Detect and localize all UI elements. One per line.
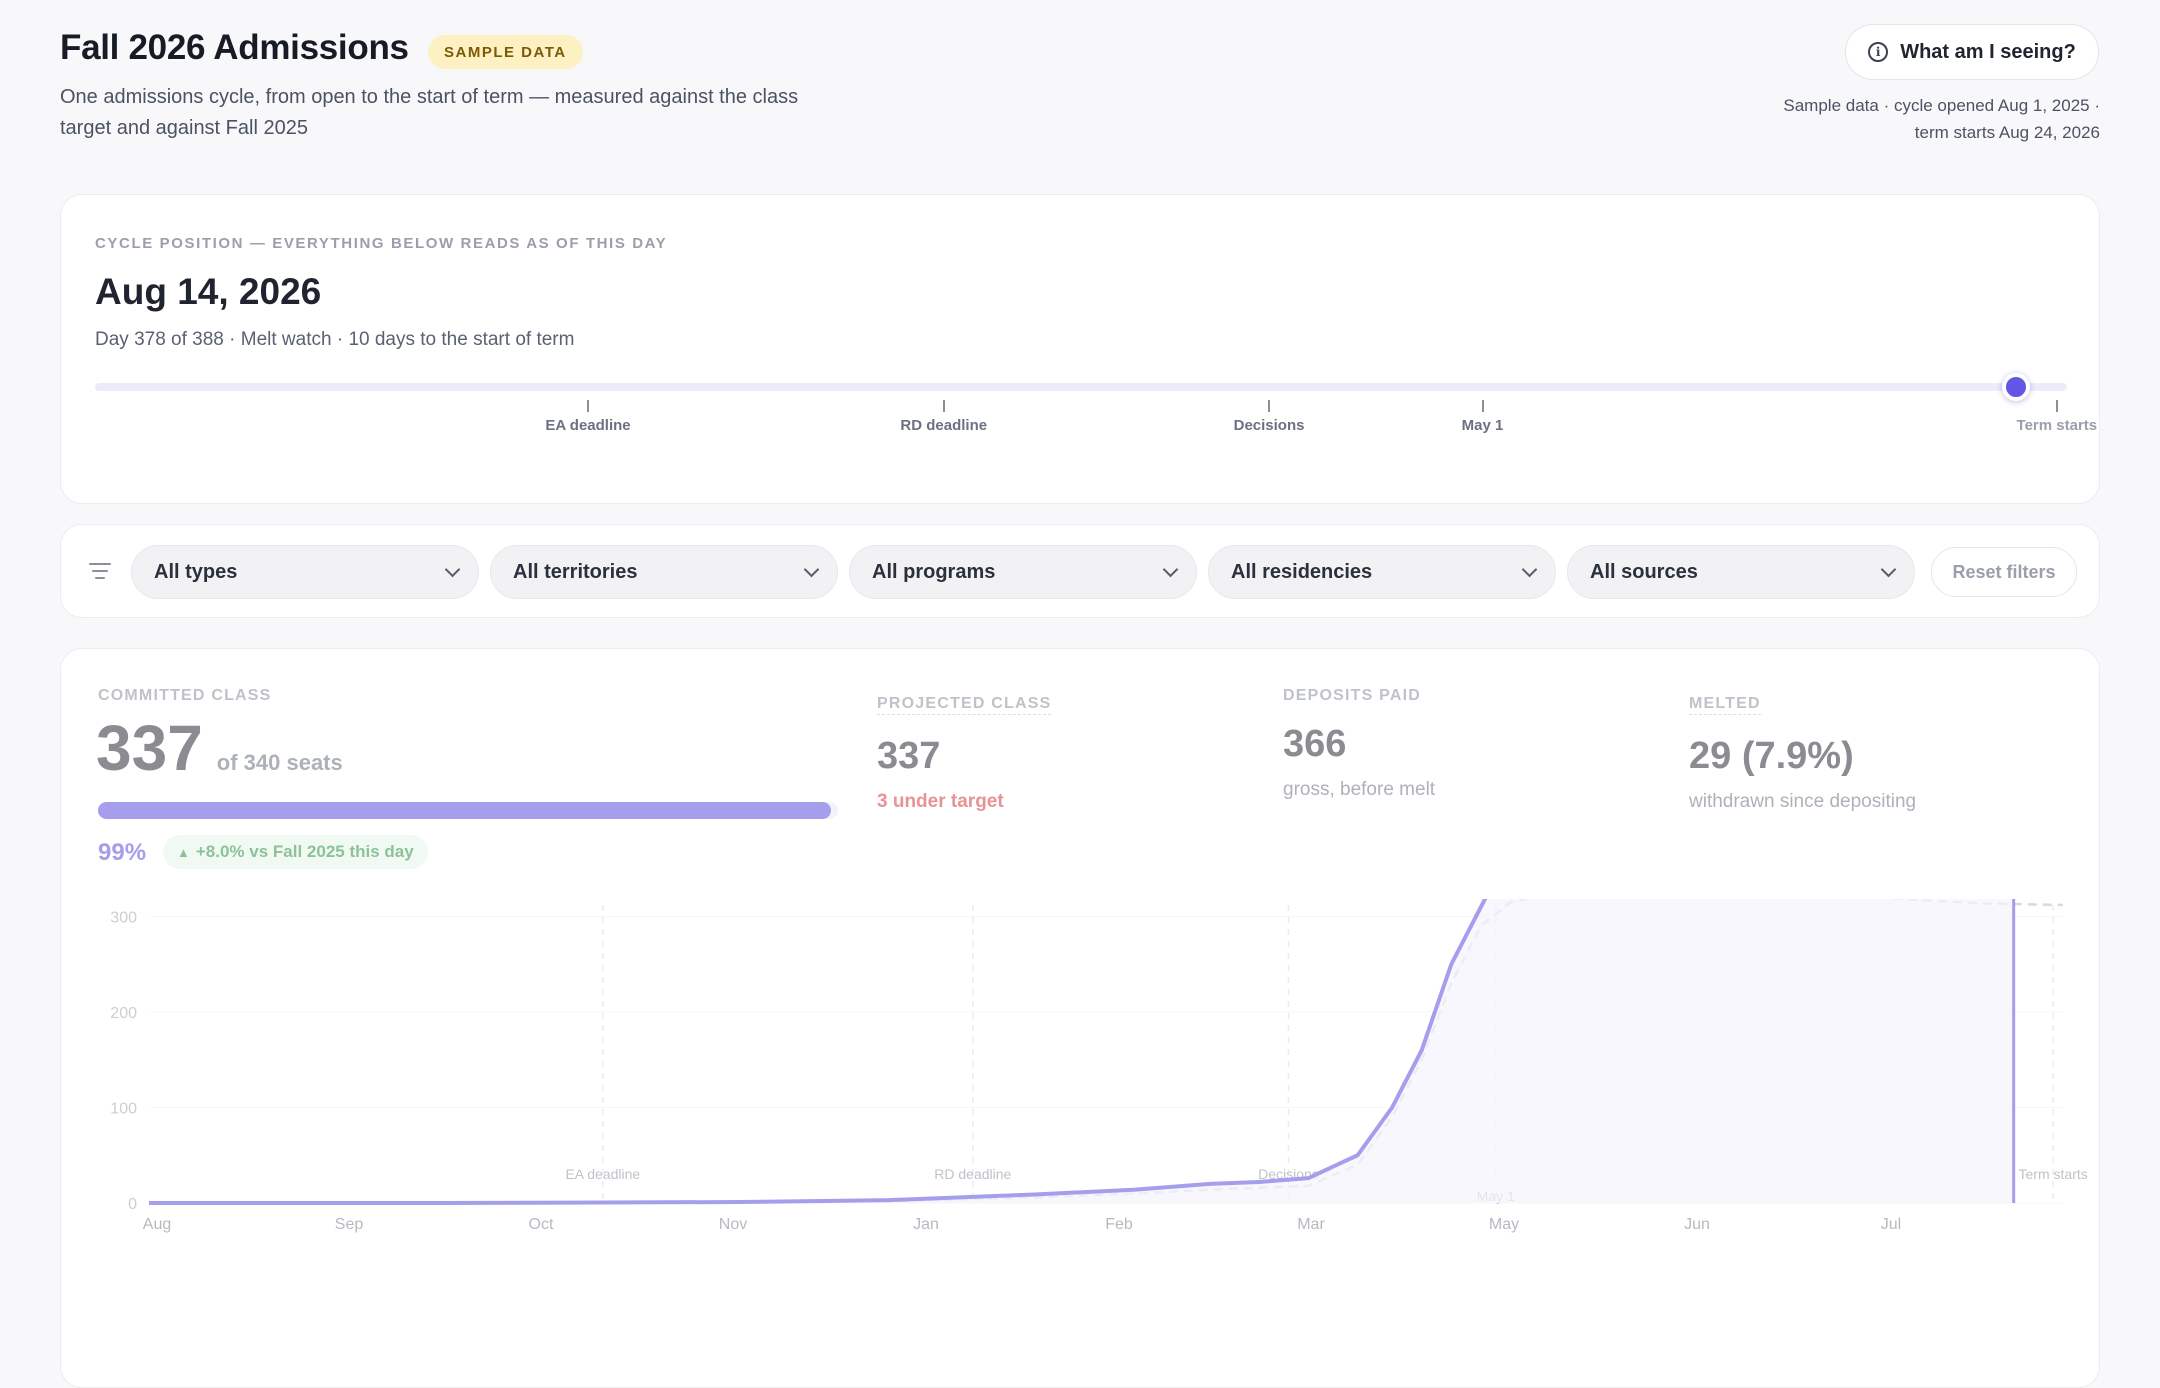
milestone-tick bbox=[587, 400, 589, 412]
class-summary-card: COMMITTED CLASS 337 of 340 seats 99% ▲ +… bbox=[60, 648, 2100, 1388]
y-tick-label: 200 bbox=[110, 1005, 137, 1022]
cycle-slider-handle[interactable] bbox=[2002, 373, 2031, 401]
committed-percent: 99% bbox=[98, 839, 147, 866]
committed-progress-fill bbox=[98, 802, 831, 819]
committed-class-label: COMMITTED CLASS bbox=[98, 687, 272, 704]
help-button-label: What am I seeing? bbox=[1900, 40, 2076, 63]
program-filter-value: All programs bbox=[872, 560, 996, 583]
yoy-delta-badge: ▲ +8.0% vs Fall 2025 this day bbox=[163, 835, 428, 869]
committed-class-chart: 0100200300400AugSepOctNovJanFebMarMayJun… bbox=[110, 899, 2088, 1233]
y-tick-label: 300 bbox=[110, 910, 137, 927]
deposits-paid-label: DEPOSITS PAID bbox=[1283, 687, 1421, 704]
source-filter-value: All sources bbox=[1590, 560, 1698, 583]
chevron-down-icon bbox=[1880, 561, 1897, 578]
series-line-fall-2026 bbox=[149, 899, 1488, 1205]
projected-class-label[interactable]: PROJECTED CLASS bbox=[877, 695, 1052, 715]
x-tick-label: Mar bbox=[1297, 1216, 1325, 1233]
projected-class-kpi: PROJECTED CLASS bbox=[877, 695, 1052, 715]
committed-class-value-row: 337 of 340 seats bbox=[96, 711, 343, 785]
melted-label[interactable]: MELTED bbox=[1689, 695, 1761, 715]
committed-class-seats: of 340 seats bbox=[216, 750, 343, 775]
page-subtitle: One admissions cycle, from open to the s… bbox=[60, 86, 799, 139]
y-tick-label: 0 bbox=[128, 1196, 137, 1213]
meta-line-1: Sample data · cycle opened Aug 1, 2025 · bbox=[1783, 96, 2100, 115]
residency-filter-value: All residencies bbox=[1231, 560, 1373, 583]
cycle-position-card: CYCLE POSITION — EVERYTHING BELOW READS … bbox=[60, 194, 2100, 504]
source-filter-select[interactable]: All sources bbox=[1567, 545, 1915, 599]
milestone-label: RD deadline bbox=[900, 417, 988, 434]
x-tick-label: Feb bbox=[1105, 1216, 1133, 1233]
milestone-label: May 1 bbox=[1461, 417, 1504, 434]
filter-bar: All types All territories All programs A… bbox=[60, 524, 2100, 618]
triangle-up-icon: ▲ bbox=[177, 844, 190, 860]
x-tick-label: Jan bbox=[913, 1216, 939, 1233]
type-filter-select[interactable]: All types bbox=[131, 545, 479, 599]
milestone-tick bbox=[2055, 400, 2058, 412]
what-am-i-seeing-button[interactable]: i What am I seeing? bbox=[1845, 24, 2099, 80]
melted-kpi: MELTED bbox=[1689, 695, 1761, 715]
cycle-date: Aug 14, 2026 bbox=[95, 271, 322, 312]
series-area-fall-2026 bbox=[149, 899, 2014, 1203]
type-filter-value: All types bbox=[154, 560, 238, 583]
residency-filter-select[interactable]: All residencies bbox=[1208, 545, 1556, 599]
deposits-paid-sub: gross, before melt bbox=[1283, 779, 1436, 800]
yoy-delta-text: +8.0% vs Fall 2025 this day bbox=[195, 842, 414, 861]
milestone-label: EA deadline bbox=[545, 417, 631, 434]
projected-class-value: 337 bbox=[877, 735, 941, 777]
sample-data-badge: SAMPLE DATA bbox=[428, 35, 583, 69]
program-filter-select[interactable]: All programs bbox=[849, 545, 1197, 599]
cycle-day-summary: Day 378 of 388 · Melt watch · 10 days to… bbox=[95, 329, 575, 350]
committed-class-value: 337 bbox=[96, 712, 203, 784]
reset-filters-button[interactable]: Reset filters bbox=[1931, 547, 2077, 597]
x-tick-label: Sep bbox=[335, 1216, 364, 1233]
event-marker-label: EA deadline bbox=[565, 1166, 640, 1182]
milestone-tick bbox=[942, 400, 945, 412]
x-tick-label: Jun bbox=[1684, 1216, 1710, 1233]
milestone-label: Decisions bbox=[1233, 417, 1305, 434]
x-tick-label: Oct bbox=[529, 1216, 554, 1233]
chevron-down-icon bbox=[1162, 561, 1179, 578]
x-tick-label: Nov bbox=[719, 1216, 747, 1233]
info-icon: i bbox=[1868, 42, 1889, 62]
milestone-label: Term starts bbox=[2016, 417, 2098, 434]
event-marker-label: RD deadline bbox=[934, 1166, 1011, 1182]
milestone-tick bbox=[1481, 400, 1484, 412]
milestone-tick bbox=[1268, 400, 1271, 412]
filter-icon bbox=[89, 561, 111, 581]
melted-sub: withdrawn since depositing bbox=[1689, 791, 1917, 812]
territory-filter-value: All territories bbox=[513, 560, 638, 583]
chevron-down-icon bbox=[803, 561, 820, 578]
melted-value: 29 (7.9%) bbox=[1689, 735, 1854, 777]
x-tick-label: Jul bbox=[1881, 1216, 1901, 1233]
territory-filter-select[interactable]: All territories bbox=[490, 545, 838, 599]
x-tick-label: Aug bbox=[143, 1216, 171, 1233]
event-marker-label: Term starts bbox=[2019, 1166, 2088, 1182]
deposits-paid-value: 366 bbox=[1283, 723, 1347, 765]
x-tick-label: May bbox=[1489, 1216, 1519, 1233]
page-title: Fall 2026 Admissions bbox=[60, 28, 409, 67]
cycle-slider-track[interactable] bbox=[95, 383, 2067, 391]
event-marker-label: May 1 bbox=[1477, 1188, 1515, 1204]
chevron-down-icon bbox=[444, 561, 461, 578]
committed-progress-bar bbox=[98, 802, 838, 819]
projected-class-delta: 3 under target bbox=[877, 791, 1004, 812]
chevron-down-icon bbox=[1521, 561, 1538, 578]
meta-line-2: term starts Aug 24, 2026 bbox=[1914, 123, 2100, 142]
cycle-meta: Sample data · cycle opened Aug 1, 2025 ·… bbox=[1680, 92, 2100, 146]
y-tick-label: 100 bbox=[110, 1101, 137, 1118]
cycle-position-label: CYCLE POSITION — EVERYTHING BELOW READS … bbox=[95, 235, 668, 252]
